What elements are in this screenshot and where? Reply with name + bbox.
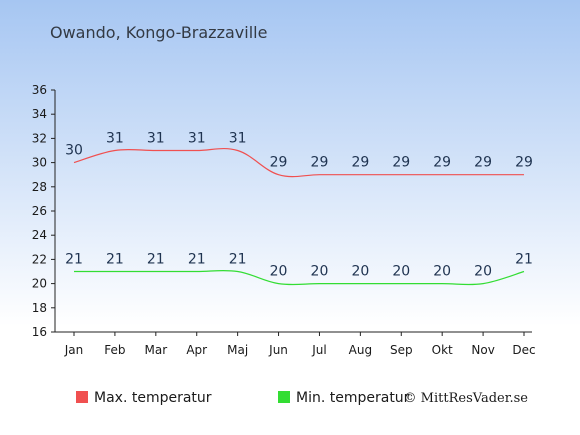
legend-min-label: Min. temperatur [296,390,410,406]
max-data-label: 29 [392,155,410,171]
min-data-label: 21 [229,252,247,268]
x-tick-label: Okt [432,343,453,357]
y-tick-label: 16 [32,325,47,339]
min-data-label: 20 [474,264,492,280]
y-tick-label: 32 [32,131,47,145]
y-tick-label: 28 [32,180,47,194]
y-tick-label: 18 [32,301,47,315]
x-tick-label: Maj [227,343,248,357]
max-data-label: 31 [147,131,165,147]
max-data-label: 31 [188,131,206,147]
y-tick-label: 24 [32,228,47,242]
min-data-label: 20 [351,264,369,280]
max-data-label: 29 [515,155,533,171]
x-tick-label: Nov [471,343,494,357]
y-tick-label: 34 [32,107,47,121]
min-data-label: 20 [311,264,329,280]
x-tick-label: Sep [390,343,413,357]
y-tick-label: 22 [32,252,47,266]
x-tick-label: Mar [144,343,167,357]
min-data-label: 21 [106,252,124,268]
x-tick-label: Feb [104,343,125,357]
max-data-label: 29 [474,155,492,171]
min-data-label: 21 [147,252,165,268]
y-tick-label: 20 [32,277,47,291]
chart-title: Owando, Kongo-Brazzaville [50,23,267,42]
y-tick-label: 30 [32,156,47,170]
max-data-label: 29 [270,155,288,171]
min-temperature-line [73,269,525,286]
min-data-label: 21 [515,252,533,268]
legend-max-swatch [76,391,88,403]
y-tick-label: 36 [32,83,47,97]
copyright: © MittResVader.se [404,391,529,406]
min-data-label: 21 [188,252,206,268]
y-axis-ticks: 16 18 20 22 24 26 28 30 32 34 36 [32,83,55,339]
x-tick-label: Jul [311,343,326,357]
legend-min-swatch [278,391,290,403]
x-tick-label: Jan [64,343,84,357]
max-data-label: 29 [311,155,329,171]
x-tick-label: Apr [186,343,207,357]
x-axis-ticks: Jan Feb Mar Apr Maj Jun Jul Aug Sep Okt Nov Dec [64,332,536,357]
max-data-label: 29 [351,155,369,171]
min-data-label: 20 [392,264,410,280]
y-tick-label: 26 [32,204,47,218]
x-tick-label: Dec [512,343,535,357]
data-labels: 30 31 31 31 31 29 29 29 29 29 29 29 21 21 21 21 21 20 20 20… [65,131,533,280]
series-layer [73,147,525,286]
max-temperature-line [73,147,524,178]
max-data-label: 29 [433,155,451,171]
max-data-label: 31 [229,131,247,147]
min-data-label: 21 [65,252,83,268]
max-data-label: 30 [65,143,83,159]
x-tick-label: Aug [349,343,372,357]
min-data-label: 20 [433,264,451,280]
min-data-label: 20 [270,264,288,280]
x-tick-label: Jun [268,343,288,357]
max-data-label: 31 [106,131,124,147]
legend: Max. temperatur Min. temperatur [76,390,410,406]
legend-max-label: Max. temperatur [94,390,212,406]
